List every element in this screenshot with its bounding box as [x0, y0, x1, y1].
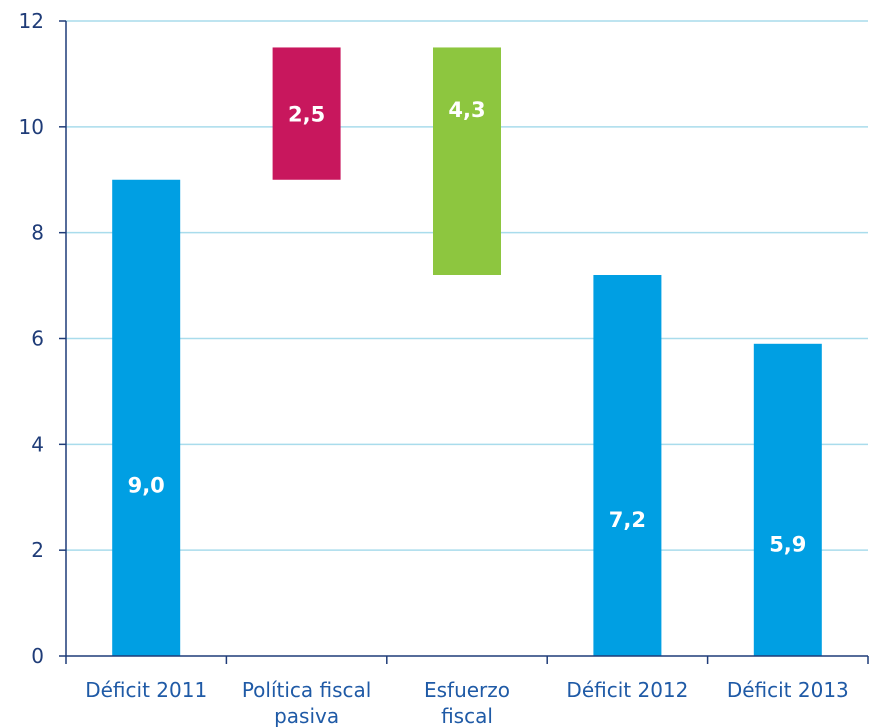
bars: [112, 47, 822, 656]
y-tick-label: 12: [19, 9, 44, 33]
y-tick-label: 8: [31, 221, 44, 245]
bar: [112, 179, 181, 656]
bar: [433, 47, 501, 276]
x-category-label: Esfuerzo: [424, 678, 510, 702]
data-label: 4,3: [448, 98, 485, 122]
data-label: 2,5: [288, 103, 325, 127]
x-category-label: fiscal: [441, 704, 493, 727]
data-label: 7,2: [609, 508, 646, 532]
x-category-label: Política fiscal: [242, 678, 372, 702]
x-category-label: pasiva: [274, 704, 339, 727]
x-category-label: Déficit 2012: [566, 678, 688, 702]
bar: [593, 275, 662, 656]
y-tick-label: 10: [19, 115, 44, 139]
y-tick-label: 0: [31, 644, 44, 668]
y-tick-label: 2: [31, 538, 44, 562]
y-tick-label: 4: [31, 432, 44, 456]
x-category-label: Déficit 2011: [85, 678, 207, 702]
y-tick-label: 6: [31, 327, 44, 351]
x-category-label: Déficit 2013: [727, 678, 849, 702]
data-label: 5,9: [769, 533, 806, 557]
axes: [59, 20, 869, 664]
data-label: 9,0: [128, 474, 165, 498]
bar: [753, 343, 822, 656]
bar: [272, 47, 341, 180]
labels: 0 2 4 6 8 10 12 9,0 2,5 4,3 7,2 5,9 Déficit 2011 Polí…: [19, 9, 849, 727]
